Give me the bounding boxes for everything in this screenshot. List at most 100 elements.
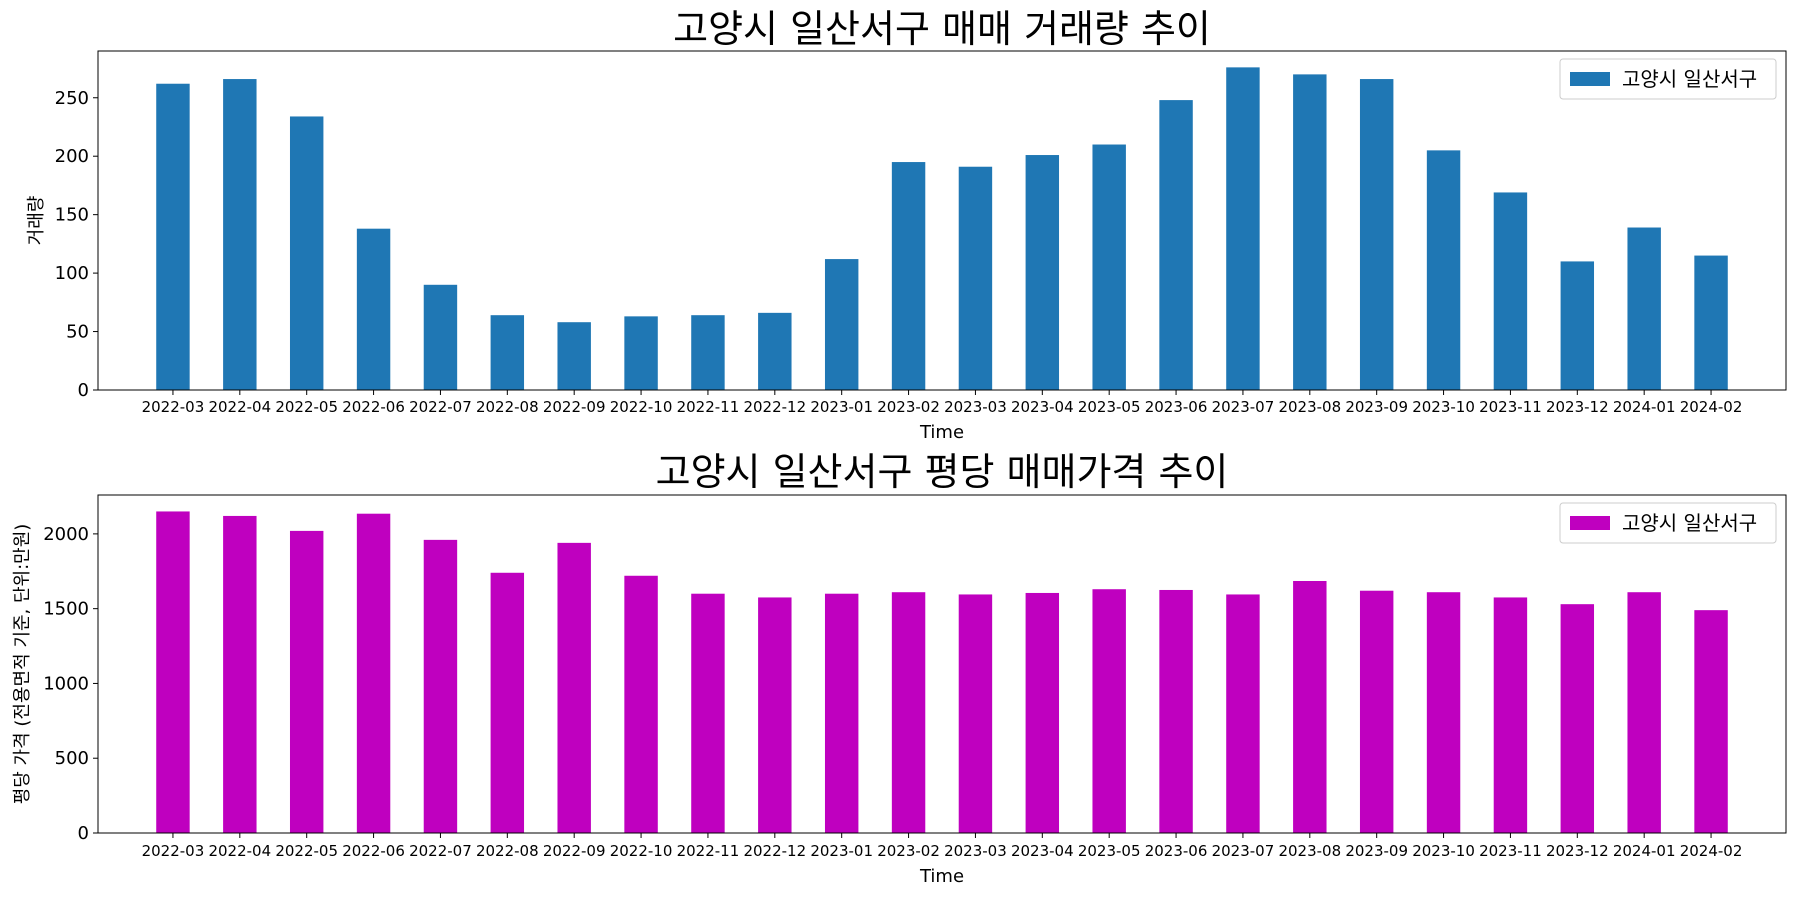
- x-tick-label: 2024-01: [1613, 398, 1676, 416]
- legend-box: [1559, 58, 1777, 100]
- legend-swatch: [1570, 72, 1610, 86]
- legend-box: [1559, 502, 1777, 544]
- bar-2023-07: [1226, 594, 1260, 833]
- x-tick-label: 2022-09: [543, 398, 606, 416]
- bar-2023-07: [1226, 67, 1260, 391]
- x-tick-label: 2023-03: [944, 842, 1007, 860]
- bar-2023-10: [1426, 592, 1461, 833]
- bar-2023-10: [1426, 150, 1461, 390]
- x-tick-label: 2023-07: [1212, 398, 1275, 416]
- x-tick-label: 2023-08: [1278, 398, 1341, 416]
- y-tick-label: 100: [55, 263, 89, 284]
- legend-label: 고양시 일산서구: [1622, 67, 1757, 91]
- y-tick-label: 2000: [43, 524, 89, 545]
- bar-2022-07: [423, 539, 458, 833]
- bar-2023-08: [1293, 74, 1327, 391]
- y-tick-label: 500: [55, 748, 89, 769]
- x-tick-label: 2022-10: [610, 842, 673, 860]
- bar-2023-11: [1493, 192, 1528, 390]
- x-axis-label: Time: [919, 866, 964, 887]
- chart-title: 고양시 일산서구 매매 거래량 추이: [673, 7, 1211, 51]
- y-tick-label: 1500: [43, 599, 89, 620]
- x-tick-label: 2023-12: [1546, 842, 1609, 860]
- bar-2024-02: [1694, 610, 1728, 833]
- plot-frame: [97, 50, 1787, 391]
- bar-2024-01: [1627, 227, 1661, 390]
- x-tick-label: 2023-11: [1479, 398, 1542, 416]
- x-tick-label: 2022-12: [743, 842, 806, 860]
- bar-2023-05: [1092, 589, 1126, 833]
- x-tick-label: 2022-12: [743, 398, 806, 416]
- x-tick-label: 2023-04: [1011, 398, 1074, 416]
- x-tick-label: 2023-01: [810, 842, 873, 860]
- bar-2023-12: [1560, 604, 1595, 833]
- bar-2023-03: [958, 166, 993, 390]
- bar-2022-03: [156, 511, 190, 833]
- x-tick-label: 2023-09: [1345, 842, 1408, 860]
- x-tick-label: 2023-08: [1278, 842, 1341, 860]
- x-tick-label: 2022-05: [275, 398, 338, 416]
- x-tick-label: 2022-08: [476, 398, 539, 416]
- x-tick-label: 2022-04: [208, 398, 271, 416]
- bar-2023-04: [1025, 155, 1060, 390]
- y-tick-label: 1000: [43, 673, 89, 694]
- x-tick-label: 2024-01: [1613, 842, 1676, 860]
- bar-2022-07: [423, 284, 458, 390]
- legend: 고양시 일산서구: [1559, 502, 1777, 544]
- bar-2023-12: [1560, 261, 1595, 390]
- bar-2023-05: [1092, 144, 1126, 390]
- bar-2023-06: [1159, 100, 1193, 390]
- x-tick-label: 2022-03: [142, 398, 205, 416]
- bar-2022-05: [289, 116, 324, 390]
- x-tick-label: 2022-06: [342, 398, 405, 416]
- bar-2023-11: [1493, 597, 1528, 833]
- y-tick-label: 250: [55, 88, 89, 109]
- bar-2023-02: [891, 592, 926, 833]
- bar-2023-06: [1159, 589, 1193, 833]
- x-tick-label: 2023-06: [1145, 398, 1208, 416]
- bar-2023-01: [824, 593, 859, 833]
- bar-2023-03: [958, 594, 993, 833]
- bar-2023-02: [891, 162, 926, 390]
- x-tick-label: 2023-05: [1078, 398, 1141, 416]
- y-tick-label: 0: [78, 823, 89, 844]
- chart-title: 고양시 일산서구 평당 매매가격 추이: [656, 450, 1229, 494]
- bar-2022-05: [289, 530, 324, 833]
- bar-2022-08: [490, 315, 525, 390]
- plot-frame: [97, 494, 1787, 834]
- x-tick-label: 2022-10: [610, 398, 673, 416]
- x-tick-label: 2023-10: [1412, 398, 1475, 416]
- x-tick-label: 2022-08: [476, 842, 539, 860]
- x-tick-label: 2023-11: [1479, 842, 1542, 860]
- bar-2023-09: [1359, 79, 1394, 390]
- bar-2022-11: [691, 315, 725, 390]
- x-tick-label: 2022-07: [409, 398, 472, 416]
- y-tick-label: 200: [55, 146, 89, 167]
- legend-swatch: [1570, 516, 1610, 530]
- x-tick-label: 2023-06: [1145, 842, 1208, 860]
- x-tick-label: 2022-04: [208, 842, 271, 860]
- x-tick-label: 2022-07: [409, 842, 472, 860]
- x-tick-label: 2022-11: [677, 842, 740, 860]
- bar-2022-09: [557, 542, 591, 833]
- bar-2023-08: [1293, 580, 1327, 833]
- x-tick-label: 2022-11: [677, 398, 740, 416]
- legend-label: 고양시 일산서구: [1622, 511, 1757, 535]
- x-tick-label: 2023-12: [1546, 398, 1609, 416]
- legend: 고양시 일산서구: [1559, 58, 1777, 100]
- x-tick-label: 2024-02: [1680, 842, 1743, 860]
- x-tick-label: 2023-05: [1078, 842, 1141, 860]
- x-tick-label: 2023-10: [1412, 842, 1475, 860]
- bar-2022-10: [624, 575, 658, 833]
- bar-2024-01: [1627, 592, 1661, 833]
- x-tick-label: 2023-02: [877, 398, 940, 416]
- bar-2022-11: [691, 593, 725, 833]
- x-tick-label: 2023-04: [1011, 842, 1074, 860]
- y-tick-label: 50: [66, 322, 89, 343]
- chart-panel-2: 고양시 일산서구 평당 매매가격 추이 2022-03 2022-04 2022-05…: [12, 450, 1787, 887]
- bar-2022-04: [223, 515, 257, 833]
- bar-2022-08: [490, 572, 525, 833]
- bar-2022-06: [356, 228, 391, 390]
- bar-2022-03: [156, 83, 190, 391]
